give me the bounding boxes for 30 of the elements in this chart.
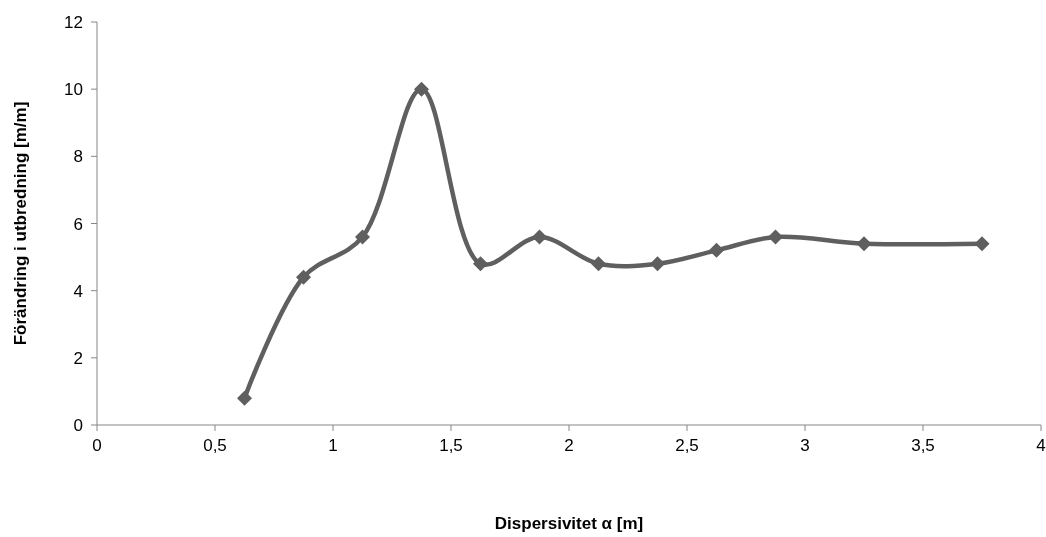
y-tick-label: 4 [73, 281, 83, 301]
x-tick-label: 3,5 [911, 436, 935, 455]
x-tick-label: 3 [800, 436, 810, 455]
point [591, 256, 606, 272]
y-tick-label: 8 [73, 147, 83, 167]
point [856, 236, 872, 252]
x-tick-label: 1,5 [439, 436, 463, 455]
x-tick-label: 2,5 [675, 436, 699, 455]
point [296, 269, 311, 285]
point [237, 390, 252, 406]
x-tick-label: 0,5 [203, 436, 227, 455]
y-tick-label: 6 [73, 214, 83, 234]
y-tick-label: 2 [73, 348, 83, 368]
point [473, 256, 488, 272]
x-tick-label: 4 [1036, 436, 1046, 455]
y-axis-title: Förändring i utbredning [m/m] [11, 101, 30, 346]
point [974, 236, 990, 252]
x-tick-label: 1 [328, 436, 338, 455]
y-tick-label: 10 [64, 80, 83, 100]
point [355, 229, 370, 245]
y-tick-label: 0 [73, 416, 83, 435]
point [650, 256, 665, 272]
point [414, 81, 429, 97]
point [532, 229, 547, 245]
x-tick-label: 2 [564, 436, 574, 455]
point [768, 229, 783, 245]
x-axis-title: Dispersivitet α [m] [494, 514, 644, 533]
point [709, 242, 724, 258]
x-tick-label: 0 [92, 436, 102, 455]
y-tick-label: 12 [64, 13, 83, 32]
